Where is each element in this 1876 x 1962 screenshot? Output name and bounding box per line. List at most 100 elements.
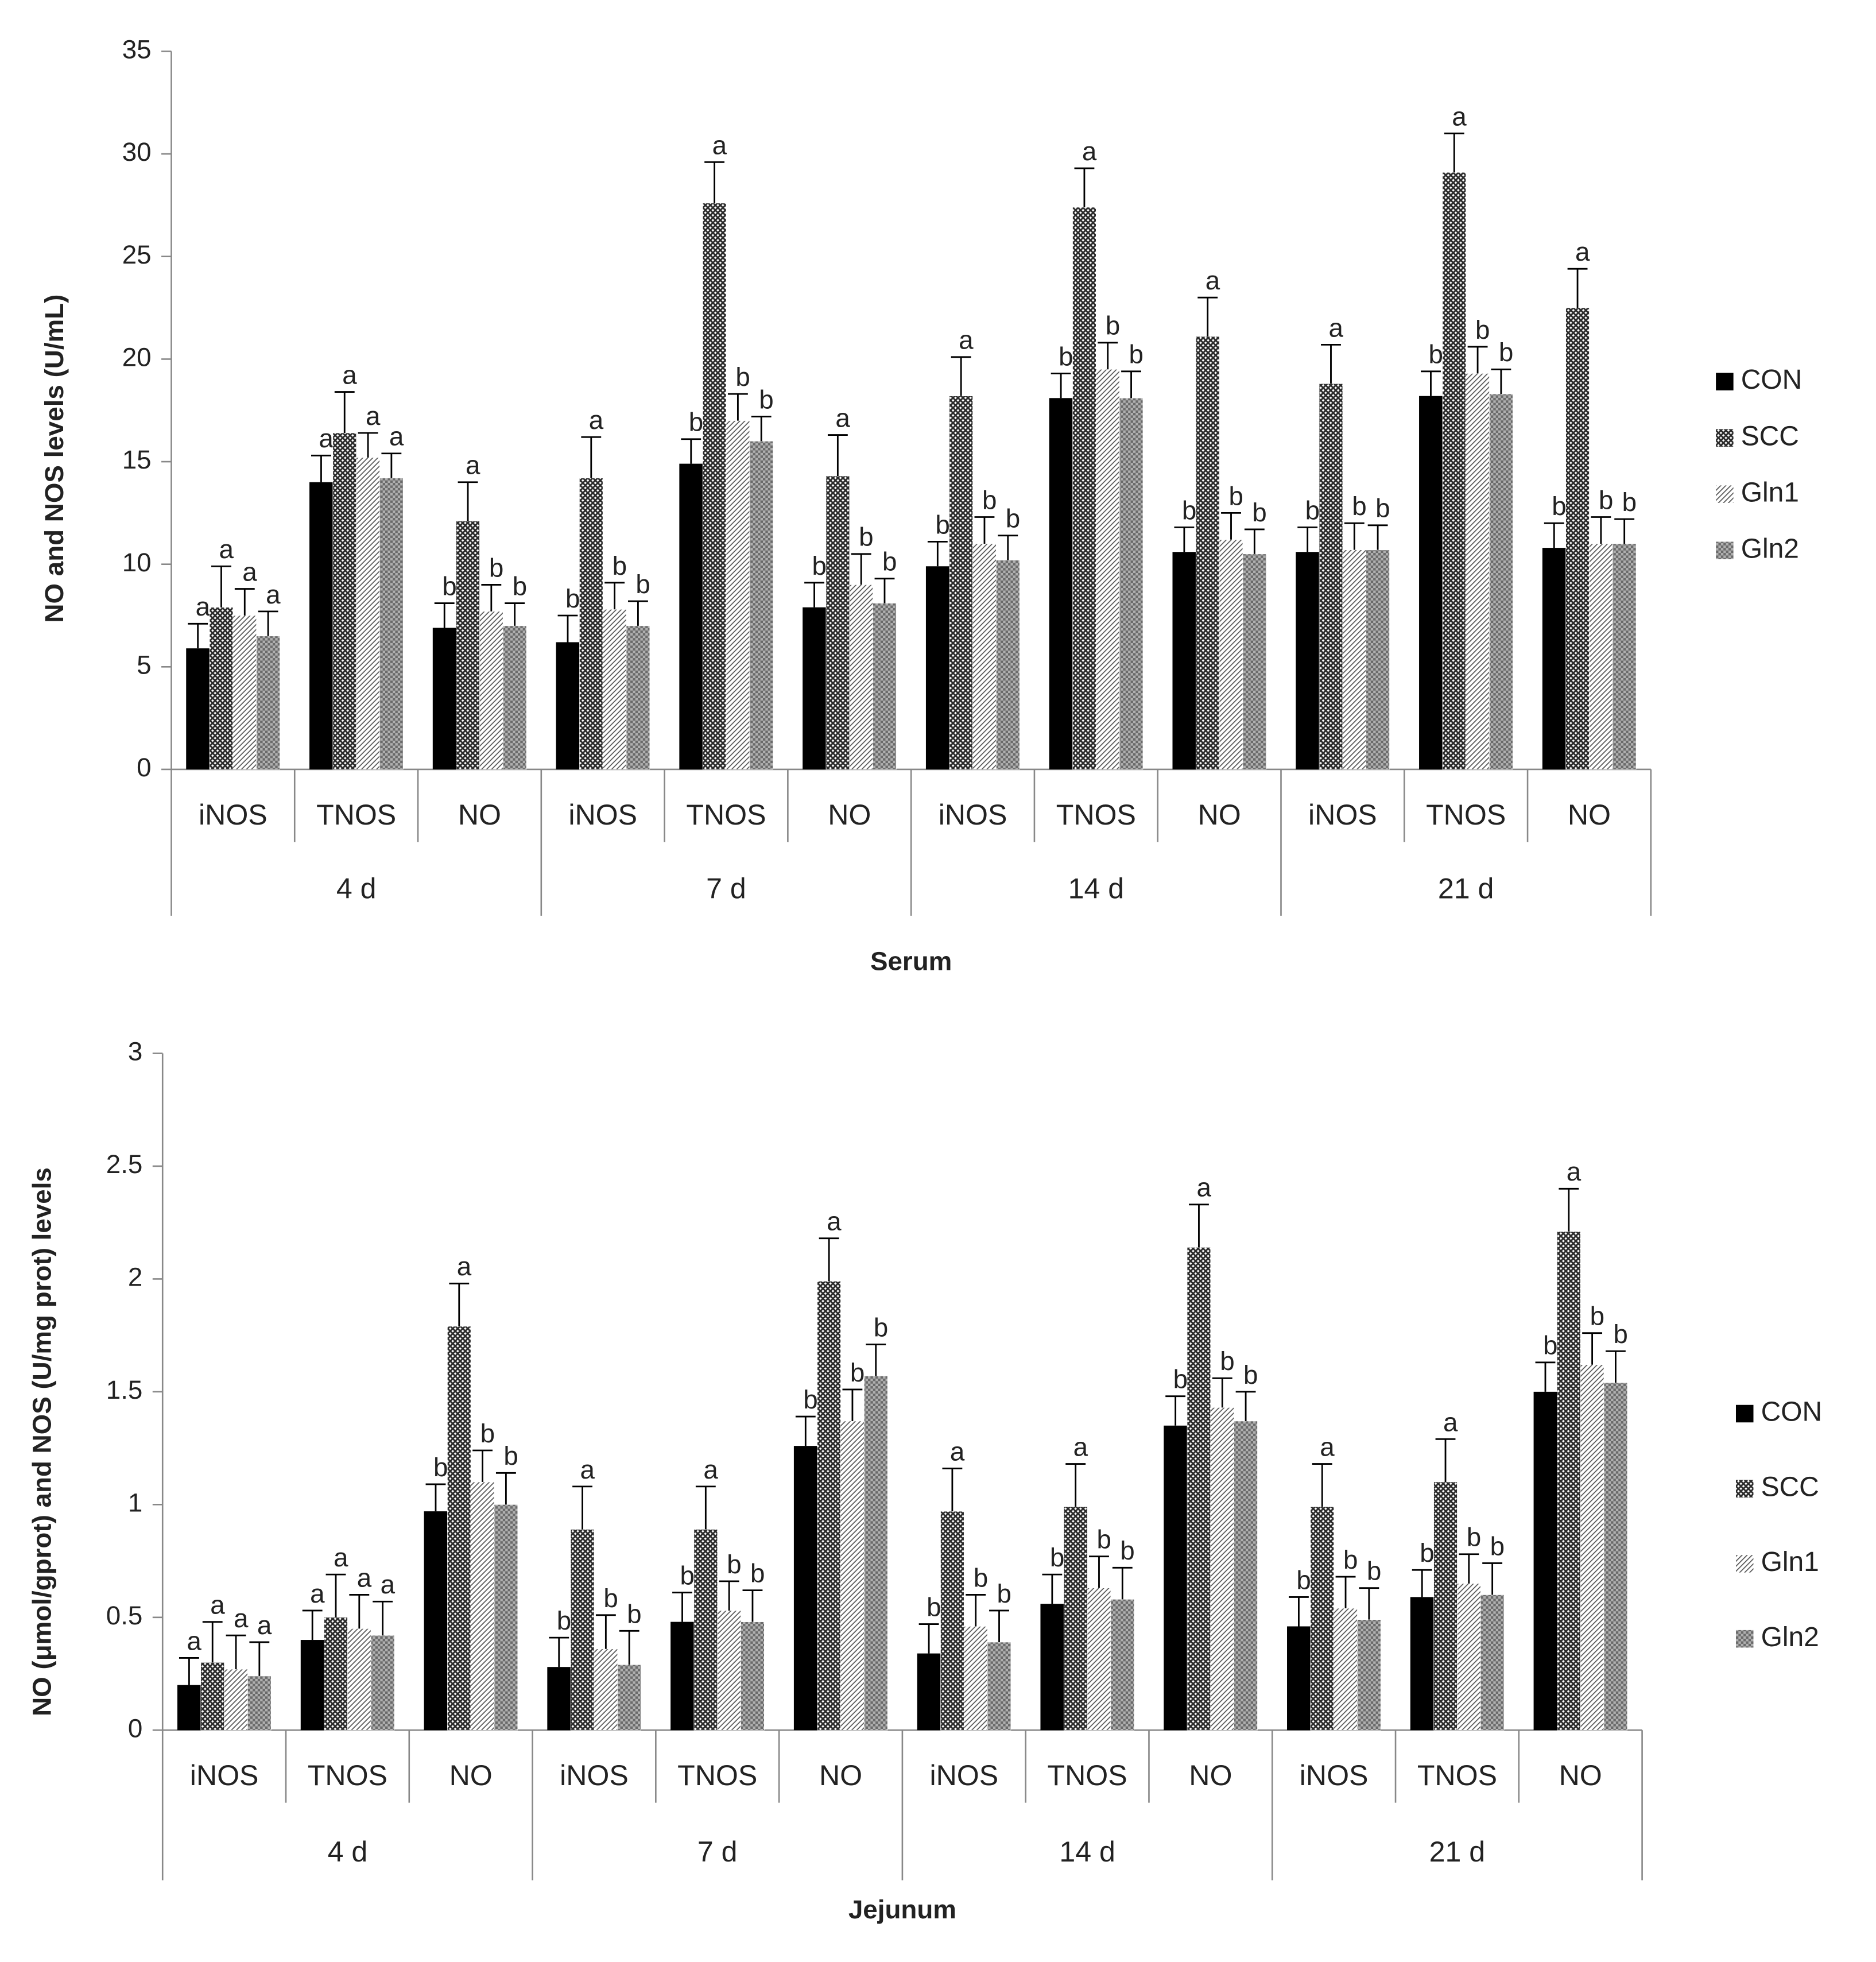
error-bar	[804, 582, 824, 607]
error-bar	[1212, 1377, 1232, 1408]
bar	[602, 609, 627, 770]
significance-letter: b	[1352, 492, 1366, 521]
error-bar	[927, 540, 948, 567]
error-bar	[951, 356, 971, 396]
bar	[1242, 554, 1267, 770]
error-bar	[325, 1573, 346, 1617]
error-bar	[1605, 1350, 1626, 1383]
bar	[1580, 1364, 1604, 1731]
significance-letter: b	[480, 1419, 495, 1448]
group-label: 4 d	[328, 1836, 368, 1868]
bar	[1565, 307, 1590, 770]
significance-letter: b	[935, 510, 949, 539]
error-bar	[202, 1621, 223, 1663]
error-bar	[1467, 346, 1488, 374]
error-bar	[1244, 528, 1265, 554]
error-bar	[311, 454, 331, 482]
legend-swatch	[1735, 1555, 1754, 1573]
error-bar	[358, 432, 378, 458]
significance-letter: b	[1343, 1545, 1358, 1574]
bar	[324, 1617, 348, 1731]
significance-letter: a	[589, 405, 604, 435]
significance-letter: b	[433, 1453, 448, 1482]
bar	[332, 432, 356, 770]
significance-letter: b	[803, 1385, 817, 1414]
bar	[1457, 1583, 1481, 1731]
significance-letter: b	[1106, 311, 1120, 340]
x-tick-label: TNOS	[677, 1759, 757, 1791]
bar	[1557, 1231, 1581, 1731]
significance-letter: b	[735, 362, 750, 392]
x-axis-title: Serum	[870, 947, 952, 976]
bar	[479, 611, 503, 770]
y-tick-label: 0.5	[106, 1601, 143, 1630]
y-tick-label: 1.5	[106, 1375, 143, 1404]
significance-letter: a	[196, 592, 211, 621]
error-bar	[449, 1282, 470, 1326]
significance-letter: b	[1050, 1543, 1064, 1572]
bar	[1172, 552, 1196, 769]
significance-letter: a	[1328, 313, 1343, 342]
significance-letter: a	[1452, 102, 1467, 131]
bar	[670, 1622, 694, 1731]
legend-label: Gln1	[1761, 1547, 1819, 1577]
error-bar	[1098, 342, 1118, 370]
significance-letter: a	[381, 1570, 396, 1599]
bar	[1357, 1619, 1381, 1731]
significance-letter: b	[603, 1584, 618, 1613]
bar	[494, 1504, 518, 1731]
bar	[570, 1529, 595, 1731]
error-bar	[989, 1609, 1009, 1642]
bar	[863, 1376, 888, 1731]
significance-letter: a	[835, 404, 850, 433]
y-tick-label: 20	[122, 342, 152, 371]
bar	[232, 615, 257, 770]
group-label: 14 d	[1068, 873, 1125, 905]
legend-label: SCC	[1761, 1472, 1819, 1502]
bar	[987, 1642, 1011, 1731]
x-tick-label: NO	[1568, 799, 1611, 831]
bar	[1234, 1421, 1258, 1731]
bar	[817, 1281, 841, 1731]
error-bar	[1221, 512, 1241, 540]
group-label: 21 d	[1438, 873, 1494, 905]
significance-letter: b	[557, 1606, 571, 1635]
error-bar	[1335, 1576, 1356, 1609]
bar	[1310, 1506, 1334, 1731]
bar	[186, 648, 210, 769]
error-bar	[1582, 1332, 1603, 1365]
error-bar	[704, 161, 725, 203]
error-bar	[974, 516, 995, 544]
bar	[693, 1529, 718, 1731]
x-axis-title: Jejunum	[848, 1895, 956, 1924]
significance-letter: b	[1590, 1302, 1604, 1331]
error-bar	[572, 1485, 592, 1530]
significance-letter: a	[1567, 1157, 1582, 1186]
error-bar	[557, 614, 578, 643]
significance-letter: b	[1420, 1538, 1434, 1568]
bar	[1063, 1506, 1088, 1731]
error-bar	[481, 583, 502, 612]
significance-letter: a	[389, 422, 404, 451]
significance-letter: b	[627, 1599, 641, 1628]
bar	[309, 482, 333, 769]
significance-letter: b	[1243, 1360, 1258, 1390]
significance-letter: a	[1443, 1407, 1458, 1437]
legend-swatch	[1716, 429, 1734, 447]
bar	[917, 1653, 941, 1731]
error-bar	[1074, 167, 1095, 207]
error-bar	[842, 1388, 863, 1421]
legend-label: CON	[1761, 1397, 1822, 1427]
bar	[940, 1511, 964, 1731]
significance-letter: a	[1082, 137, 1097, 166]
error-bar	[472, 1449, 493, 1483]
significance-letter: b	[1622, 487, 1637, 517]
bar	[749, 440, 773, 770]
bar	[1319, 383, 1343, 770]
significance-letter: b	[1475, 315, 1490, 345]
bar	[1219, 539, 1243, 770]
significance-letter: b	[1367, 1557, 1381, 1586]
significance-letter: b	[1220, 1346, 1234, 1376]
bar	[617, 1664, 641, 1731]
y-tick-label: 0	[128, 1713, 142, 1743]
